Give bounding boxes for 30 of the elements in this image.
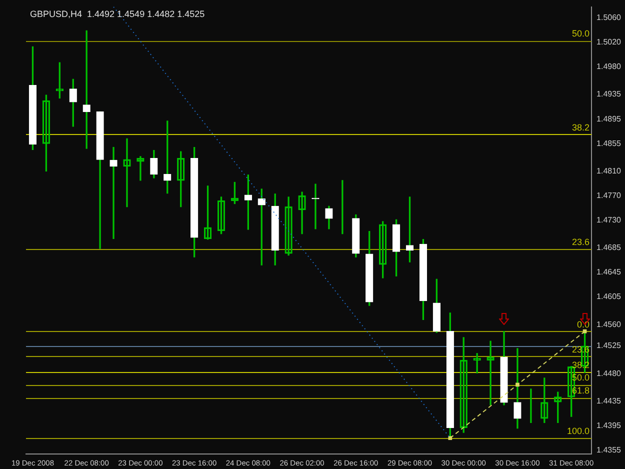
candlestick [514, 348, 522, 429]
y-tick-label: 1.4435 [596, 396, 622, 406]
y-tick-label: 1.4645 [596, 268, 622, 277]
y-tick-label: 1.4895 [596, 114, 622, 124]
y-tick-label: 1.4770 [596, 190, 622, 200]
y-tick-label: 1.4560 [596, 320, 622, 329]
annotation: 23.6 [572, 237, 590, 248]
y-tick-label: 1.4855 [596, 138, 622, 148]
point [448, 436, 452, 440]
chart-title: GBPUSD,H4 1.4492 1.4549 1.4482 1.4525 [30, 8, 205, 19]
y-tick-label: 1.4935 [596, 90, 622, 99]
y-tick-label: 1.4605 [596, 292, 622, 302]
annotation: 100.0 [567, 426, 590, 436]
y-tick-label: 1.4980 [596, 62, 622, 72]
y-tick-label: 1.4685 [596, 243, 622, 252]
y-tick-label: 1.4355 [596, 446, 622, 455]
annotation: 38.2 [572, 122, 590, 132]
y-tick-label: 1.4395 [596, 420, 622, 430]
y-tick-label: 1.4525 [596, 341, 622, 350]
y-tick-label: 1.4480 [596, 368, 622, 378]
candlestick [473, 353, 481, 374]
annotation: 50.0 [572, 28, 590, 39]
point [516, 382, 520, 387]
y-tick-label: 1.5020 [596, 38, 622, 47]
y-tick-label: 1.4810 [596, 166, 622, 176]
y-tick-label: 1.5060 [596, 13, 622, 22]
y-tick-label: 1.4730 [596, 215, 622, 224]
annotation: 0.0 [577, 319, 590, 330]
candlestick [312, 184, 320, 230]
candlestick [110, 146, 118, 240]
